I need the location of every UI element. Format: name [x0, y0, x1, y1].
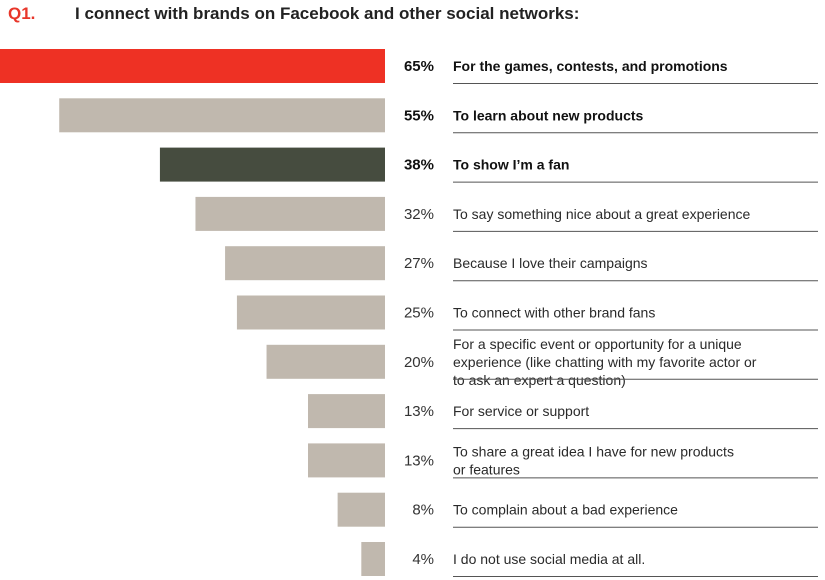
category-label: To say something nice about a great expe…	[453, 206, 751, 222]
bar	[0, 49, 385, 83]
value-label: 65%	[404, 58, 434, 75]
category-label: I do not use social media at all.	[453, 551, 645, 567]
category-label: For a specific event or opportunity for …	[453, 336, 742, 352]
bar	[225, 246, 385, 281]
bar	[159, 147, 385, 182]
bar	[236, 295, 385, 330]
question-title: I connect with brands on Facebook and ot…	[75, 4, 580, 23]
question-number: Q1.	[8, 4, 36, 23]
bar-row: 55% To learn about new products	[59, 98, 818, 134]
category-label: Because I love their campaigns	[453, 255, 648, 271]
bar-row: 4% I do not use social media at all.	[361, 542, 818, 577]
bar	[337, 492, 385, 527]
value-label: 38%	[404, 157, 434, 174]
category-label: To learn about new products	[453, 107, 644, 123]
value-label: 13%	[404, 452, 434, 469]
category-label: or features	[453, 461, 520, 477]
category-label: To share a great idea I have for new pro…	[453, 443, 734, 459]
bar-row: 8% To complain about a bad experience	[337, 492, 818, 528]
bar-row: 27% Because I love their campaigns	[225, 246, 818, 282]
bar	[361, 542, 385, 576]
category-label: To complain about a bad experience	[453, 502, 678, 518]
bar	[266, 344, 385, 379]
value-label: 27%	[404, 255, 434, 272]
category-label: To show I’m a fan	[453, 157, 569, 173]
bar	[59, 98, 385, 133]
bar-row: 13% For service or support	[308, 394, 818, 430]
value-label: 4%	[412, 551, 434, 568]
bar-row: 20% For a specific event or opportunity f…	[266, 336, 818, 388]
value-label: 55%	[404, 107, 434, 124]
bar-row: 65% For the games, contests, and promotio…	[0, 49, 818, 84]
bar-row: 13% To share a great idea I have for new …	[308, 443, 818, 479]
bar-row: 32% To say something nice about a great e…	[195, 196, 818, 232]
category-label: To connect with other brand fans	[453, 305, 655, 321]
category-label: For service or support	[453, 403, 589, 419]
value-label: 13%	[404, 403, 434, 420]
bar-row: 25% To connect with other brand fans	[236, 295, 818, 331]
value-label: 25%	[404, 305, 434, 322]
category-label: experience (like chatting with my favori…	[453, 354, 757, 370]
category-label: For the games, contests, and promotions	[453, 58, 728, 74]
value-label: 20%	[404, 354, 434, 371]
bar	[308, 394, 385, 429]
bar	[195, 196, 385, 231]
value-label: 8%	[412, 502, 434, 519]
bar-row: 38% To show I’m a fan	[159, 147, 818, 183]
value-label: 32%	[404, 206, 434, 223]
question-header: Q1. I connect with brands on Facebook an…	[0, 0, 825, 30]
bar	[308, 443, 385, 478]
